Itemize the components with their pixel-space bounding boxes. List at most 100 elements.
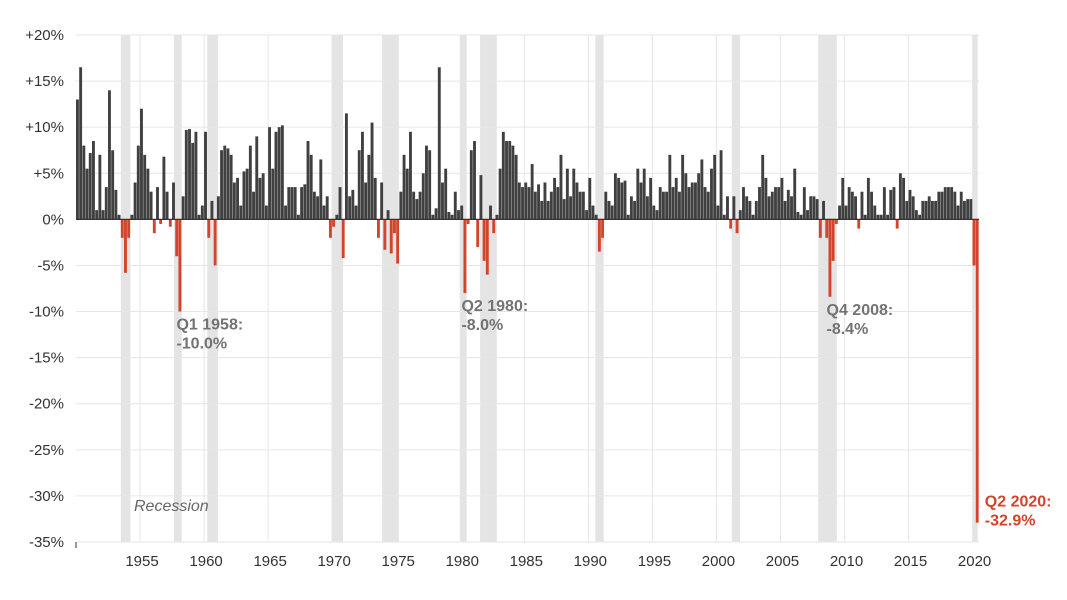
x-tick-label: 1970 <box>317 553 350 570</box>
bar <box>104 187 108 220</box>
bar <box>729 219 733 229</box>
bar <box>674 177 678 220</box>
x-tick-label: 1980 <box>446 553 479 570</box>
bar <box>665 191 669 220</box>
recession-band <box>331 35 344 542</box>
bar <box>838 205 841 220</box>
bar <box>489 205 492 220</box>
bar <box>79 67 83 220</box>
bar <box>886 214 890 220</box>
bar <box>444 168 448 220</box>
bar <box>197 214 201 220</box>
x-tick-label: 2005 <box>766 553 799 570</box>
bar <box>357 150 361 220</box>
bar <box>690 182 694 220</box>
bar <box>172 182 175 220</box>
recession-band <box>595 35 604 542</box>
bar <box>684 173 688 220</box>
bar <box>284 205 288 220</box>
bar <box>866 177 870 220</box>
bar <box>857 219 861 229</box>
x-tick-label: 1985 <box>510 553 543 570</box>
bar <box>719 150 723 220</box>
bar <box>607 200 611 220</box>
bar <box>540 200 544 220</box>
bar <box>300 187 304 220</box>
bar <box>341 219 345 259</box>
bar <box>319 159 323 220</box>
bar <box>351 189 355 220</box>
bar <box>783 200 787 220</box>
bar <box>735 219 739 234</box>
bar <box>332 219 336 227</box>
bar <box>687 187 691 220</box>
bar <box>655 210 659 220</box>
y-tick-label: +10% <box>25 119 64 136</box>
bar <box>764 177 768 220</box>
bar <box>697 173 701 220</box>
bar <box>165 191 169 220</box>
bar <box>700 159 704 220</box>
bar <box>668 154 672 220</box>
bar <box>457 210 460 220</box>
bar <box>181 196 185 220</box>
bar <box>546 200 550 220</box>
bar <box>140 108 143 220</box>
bar <box>924 200 928 220</box>
bar <box>453 191 457 220</box>
y-tick-label: -10% <box>29 304 64 321</box>
bar <box>530 164 534 220</box>
bar <box>207 219 211 238</box>
bar <box>415 199 419 220</box>
bar <box>364 182 368 220</box>
bar <box>726 196 729 220</box>
bar <box>694 182 697 220</box>
bar <box>328 219 332 238</box>
bar <box>908 189 912 220</box>
bar <box>213 219 217 266</box>
bar <box>383 219 387 250</box>
recession-band <box>382 35 399 542</box>
bar <box>585 210 589 220</box>
bar <box>879 214 883 220</box>
bar <box>258 177 262 220</box>
annotation-line: Q2 2020: <box>985 494 1052 511</box>
bar <box>447 211 451 220</box>
bar <box>786 189 790 220</box>
bar <box>847 187 851 220</box>
bar <box>162 156 166 220</box>
bar <box>514 154 518 220</box>
bar <box>296 214 300 220</box>
bar <box>710 168 713 220</box>
bar <box>277 127 281 220</box>
bar <box>124 219 127 273</box>
bar <box>742 187 745 220</box>
bar <box>370 122 374 220</box>
bar <box>98 154 102 220</box>
bar <box>479 175 483 220</box>
bar <box>354 205 358 220</box>
bar <box>972 219 976 266</box>
bar <box>428 150 432 220</box>
annotation-label: Q4 2008: -8.4% <box>827 302 894 338</box>
bar <box>956 205 960 220</box>
y-tick-label: -25% <box>29 442 64 459</box>
annotation-line: -10.0% <box>176 336 227 353</box>
annotation-line: Q4 2008: <box>827 302 894 319</box>
bar <box>306 141 310 220</box>
bar <box>88 152 92 220</box>
bar <box>409 131 412 220</box>
x-tick-label: 1975 <box>382 553 415 570</box>
bar <box>873 205 877 220</box>
x-tick-label: 1995 <box>638 553 671 570</box>
recession-band <box>480 35 497 542</box>
bar <box>92 141 95 220</box>
bar <box>322 205 326 220</box>
bar <box>149 191 153 220</box>
bar <box>377 219 380 238</box>
bar <box>200 205 204 220</box>
bar <box>418 191 422 220</box>
y-tick-label: +5% <box>34 165 64 182</box>
bar <box>412 191 416 220</box>
recession-band <box>731 35 741 542</box>
